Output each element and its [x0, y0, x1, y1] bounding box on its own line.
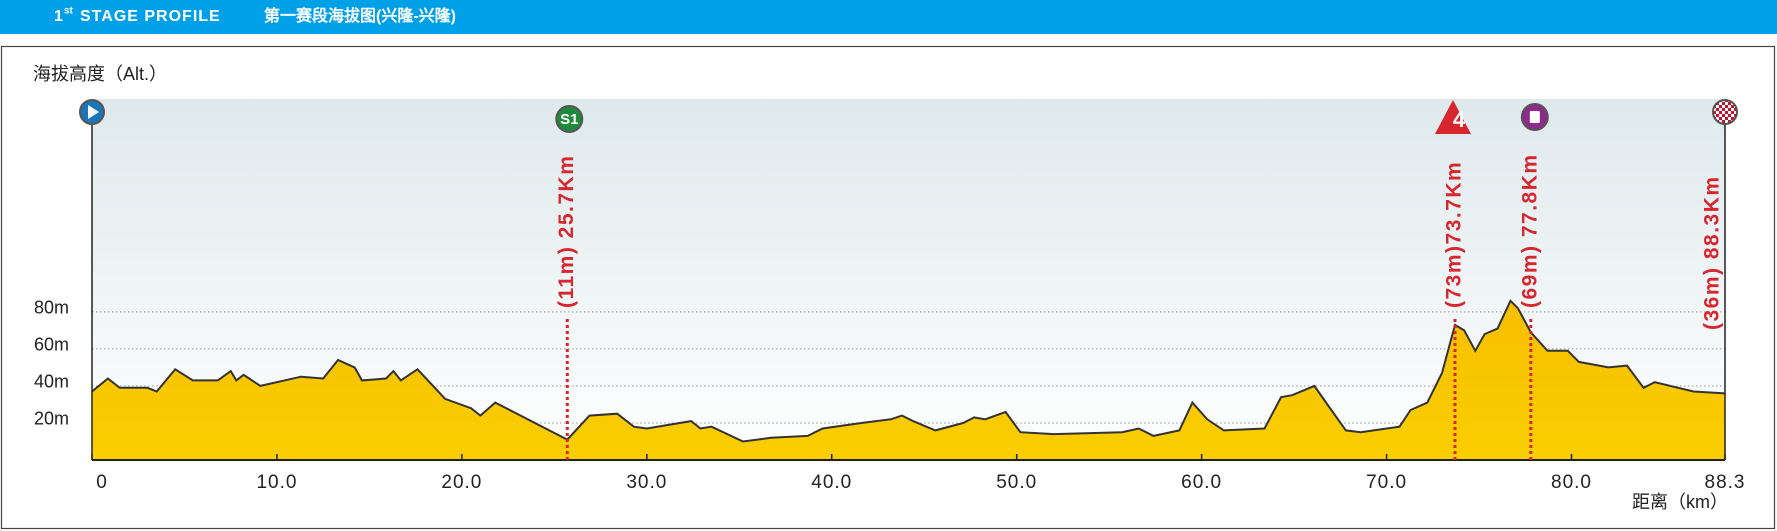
- y-tick-label: 60m: [34, 335, 69, 355]
- profile-line: [91, 299, 1726, 443]
- start-icon: [79, 99, 105, 125]
- x-tick-label: 80.0: [1551, 472, 1592, 493]
- header-title: STAGE PROFILE: [80, 8, 221, 25]
- y-tick-label: 40m: [34, 372, 69, 392]
- x-tick-label: 50.0: [996, 472, 1037, 493]
- marker: (69m) 77.8Km: [1518, 103, 1549, 460]
- marker: (73m)73.7Km 4: [1434, 100, 1471, 460]
- x-tick-label: 30.0: [626, 472, 667, 493]
- header-bar: [0, 0, 1777, 34]
- marker-label: (36m) 88.3Km: [1701, 175, 1724, 330]
- x-tick-label: 10.0: [256, 472, 297, 493]
- marker-label: (11m) 25.7Km: [555, 155, 578, 308]
- feed-symbol: [1529, 111, 1540, 123]
- x-tick-label: 70.0: [1366, 472, 1407, 493]
- header-subtitle: 第一赛段海拔图(兴隆-兴隆): [264, 6, 456, 25]
- sprint-label: S1: [560, 111, 578, 128]
- x-tick-label: 40.0: [811, 472, 852, 493]
- x-tick-label: 88.3: [1705, 472, 1746, 493]
- marker: (36m) 88.3Km: [1701, 99, 1738, 330]
- y-axis-label: 海拔高度（Alt.）: [33, 64, 167, 84]
- sprint-icon: [555, 105, 584, 133]
- climb-label: 4: [1453, 107, 1466, 132]
- header-number: 1: [54, 8, 63, 25]
- header-suffix: st: [64, 6, 74, 17]
- x-axis-label: 距离（km）: [1632, 492, 1728, 512]
- x-tick-label: 20.0: [441, 472, 482, 493]
- x-tick-label: 60.0: [1181, 472, 1222, 493]
- icon-arrow: [88, 105, 99, 119]
- x-tick-label: 0: [96, 472, 108, 493]
- y-tick-label: 20m: [34, 409, 69, 429]
- y-tick-label: 80m: [34, 298, 69, 318]
- climb-icon: [1434, 100, 1471, 134]
- marker: (11m) 25.7Km S1: [555, 105, 584, 460]
- marker-label: (73m)73.7Km: [1443, 161, 1466, 308]
- area-fill-gradient: [92, 300, 1725, 460]
- marker-label: (69m) 77.8Km: [1518, 153, 1541, 308]
- finish-icon: [1712, 99, 1738, 125]
